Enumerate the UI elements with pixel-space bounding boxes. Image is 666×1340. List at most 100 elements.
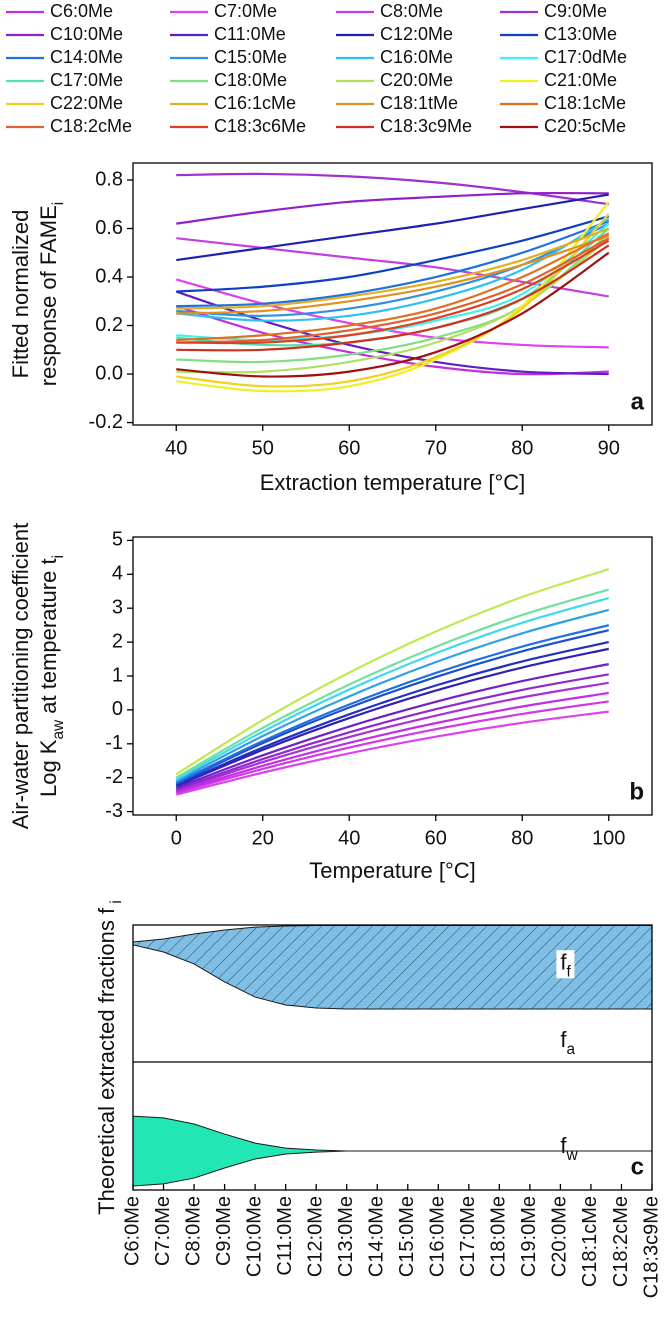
- x-tick-label: 20: [252, 827, 274, 849]
- y-axis-label: Air-water partitioning coefficient: [8, 523, 33, 830]
- series-line: [176, 237, 610, 344]
- y-axis-label-part: at temperature t: [36, 558, 61, 719]
- legend-label: C22:0Me: [50, 93, 123, 113]
- legend-label: C17:0dMe: [544, 47, 627, 67]
- legend-label: C9:0Me: [544, 1, 607, 21]
- x-tick-label: C18:1cMe: [579, 1196, 601, 1287]
- legend-label: C8:0Me: [380, 1, 443, 21]
- band-label: ff: [560, 949, 571, 980]
- legend-label: C15:0Me: [214, 47, 287, 67]
- y-axis-label: Log Kaw at temperature ti: [36, 555, 67, 797]
- y-axis-label-part: i: [108, 900, 125, 908]
- legend-label: C18:1tMe: [380, 93, 458, 113]
- band-label-part: f: [567, 963, 572, 980]
- y-tick-label: 3: [112, 596, 123, 618]
- x-tick-label: C9:0Me: [213, 1196, 235, 1266]
- x-tick-label: C11:0Me: [274, 1196, 296, 1276]
- series-line: [176, 227, 610, 310]
- legend-label: C12:0Me: [380, 24, 453, 44]
- y-axis-label: Fitted normalized: [8, 210, 33, 379]
- x-tick-label: C6:0Me: [121, 1196, 143, 1266]
- series-line: [176, 237, 610, 374]
- panel-label: c: [631, 1153, 644, 1180]
- y-tick-label: -1: [105, 732, 123, 754]
- series-line: [175, 710, 609, 796]
- series-line: [175, 568, 610, 776]
- legend-label: C7:0Me: [214, 1, 277, 21]
- series-line: [175, 691, 609, 793]
- x-tick-label: C20:0Me: [549, 1196, 571, 1277]
- x-tick-label: C18:0Me: [488, 1196, 510, 1277]
- x-tick-label: 100: [592, 827, 625, 849]
- legend-label: C6:0Me: [50, 1, 113, 21]
- y-axis-label-part: Fitted normalized: [8, 210, 33, 379]
- legend-label: C10:0Me: [50, 24, 123, 44]
- y-tick-label: 0.8: [95, 168, 123, 190]
- y-tick-label: 0.6: [95, 217, 123, 239]
- y-axis-label-part: Log K: [36, 739, 61, 797]
- y-axis-label-part: i: [50, 555, 67, 558]
- y-tick-label: 0.4: [95, 265, 123, 287]
- series-line: [176, 193, 609, 262]
- y-tick-label: 0: [112, 698, 123, 720]
- annotation-part: f: [560, 1027, 567, 1052]
- band-label: fw: [560, 1133, 578, 1164]
- series-line: [175, 641, 609, 787]
- series-line: [176, 232, 610, 342]
- plot-frame: [132, 924, 653, 1191]
- series-line: [175, 681, 609, 792]
- x-tick-label: 0: [171, 827, 182, 849]
- y-tick-label: -3: [105, 800, 123, 822]
- x-tick-label: 80: [511, 827, 533, 849]
- series-line: [175, 278, 609, 349]
- y-tick-label: 0.0: [95, 362, 123, 384]
- x-tick-label: C17:0Me: [457, 1196, 479, 1277]
- series-line: [176, 239, 610, 345]
- series-line: [175, 647, 609, 788]
- y-axis-label: Theoretical extracted fractions f i: [94, 900, 125, 1215]
- x-tick-label: C16:0Me: [427, 1196, 449, 1277]
- series-line: [175, 624, 610, 784]
- y-axis-label-part: i: [50, 202, 67, 205]
- panel-label: a: [631, 388, 645, 415]
- plot-frame: [132, 162, 653, 426]
- annotation-part: a: [567, 1041, 576, 1058]
- legend-label: C21:0Me: [544, 70, 617, 90]
- series-line: [176, 213, 610, 388]
- series-line: [176, 234, 610, 315]
- y-tick-label: 2: [112, 630, 123, 652]
- y-tick-label: -2: [105, 766, 123, 788]
- series-line: [176, 237, 609, 298]
- y-axis-label-part: aw: [50, 719, 67, 740]
- series-line: [175, 663, 609, 789]
- series-line: [176, 201, 610, 393]
- x-tick-label: C19:0Me: [518, 1196, 540, 1277]
- series-line: [175, 305, 609, 376]
- x-axis-label: Temperature [°C]: [309, 858, 476, 883]
- series-line: [175, 700, 609, 795]
- annotation: fa: [560, 1027, 575, 1058]
- y-tick-label: 0.2: [95, 314, 123, 336]
- legend-label: C17:0Me: [50, 70, 123, 90]
- x-tick-label: 50: [252, 437, 274, 459]
- y-axis-label-part: Air-water partitioning coefficient: [8, 523, 33, 830]
- x-tick-label: C14:0Me: [366, 1196, 388, 1277]
- legend-label: C18:3c6Me: [214, 116, 306, 136]
- x-tick-label: 40: [338, 827, 360, 849]
- x-tick-label: C13:0Me: [335, 1196, 357, 1277]
- series-line: [176, 191, 609, 225]
- x-tick-label: 60: [425, 827, 447, 849]
- band-label-part: f: [560, 1133, 567, 1158]
- y-tick-label: -0.2: [89, 411, 123, 433]
- x-tick-label: C12:0Me: [304, 1196, 326, 1277]
- band: [132, 1115, 652, 1187]
- series-line: [175, 629, 610, 785]
- x-tick-label: C18:3c9Me: [640, 1196, 662, 1298]
- y-tick-label: 4: [112, 563, 123, 585]
- y-axis-label: response of FAMEi: [36, 202, 67, 386]
- legend-label: C20:0Me: [380, 70, 453, 90]
- y-tick-label: 5: [112, 529, 123, 551]
- series-line: [176, 217, 610, 322]
- series-line: [176, 244, 610, 352]
